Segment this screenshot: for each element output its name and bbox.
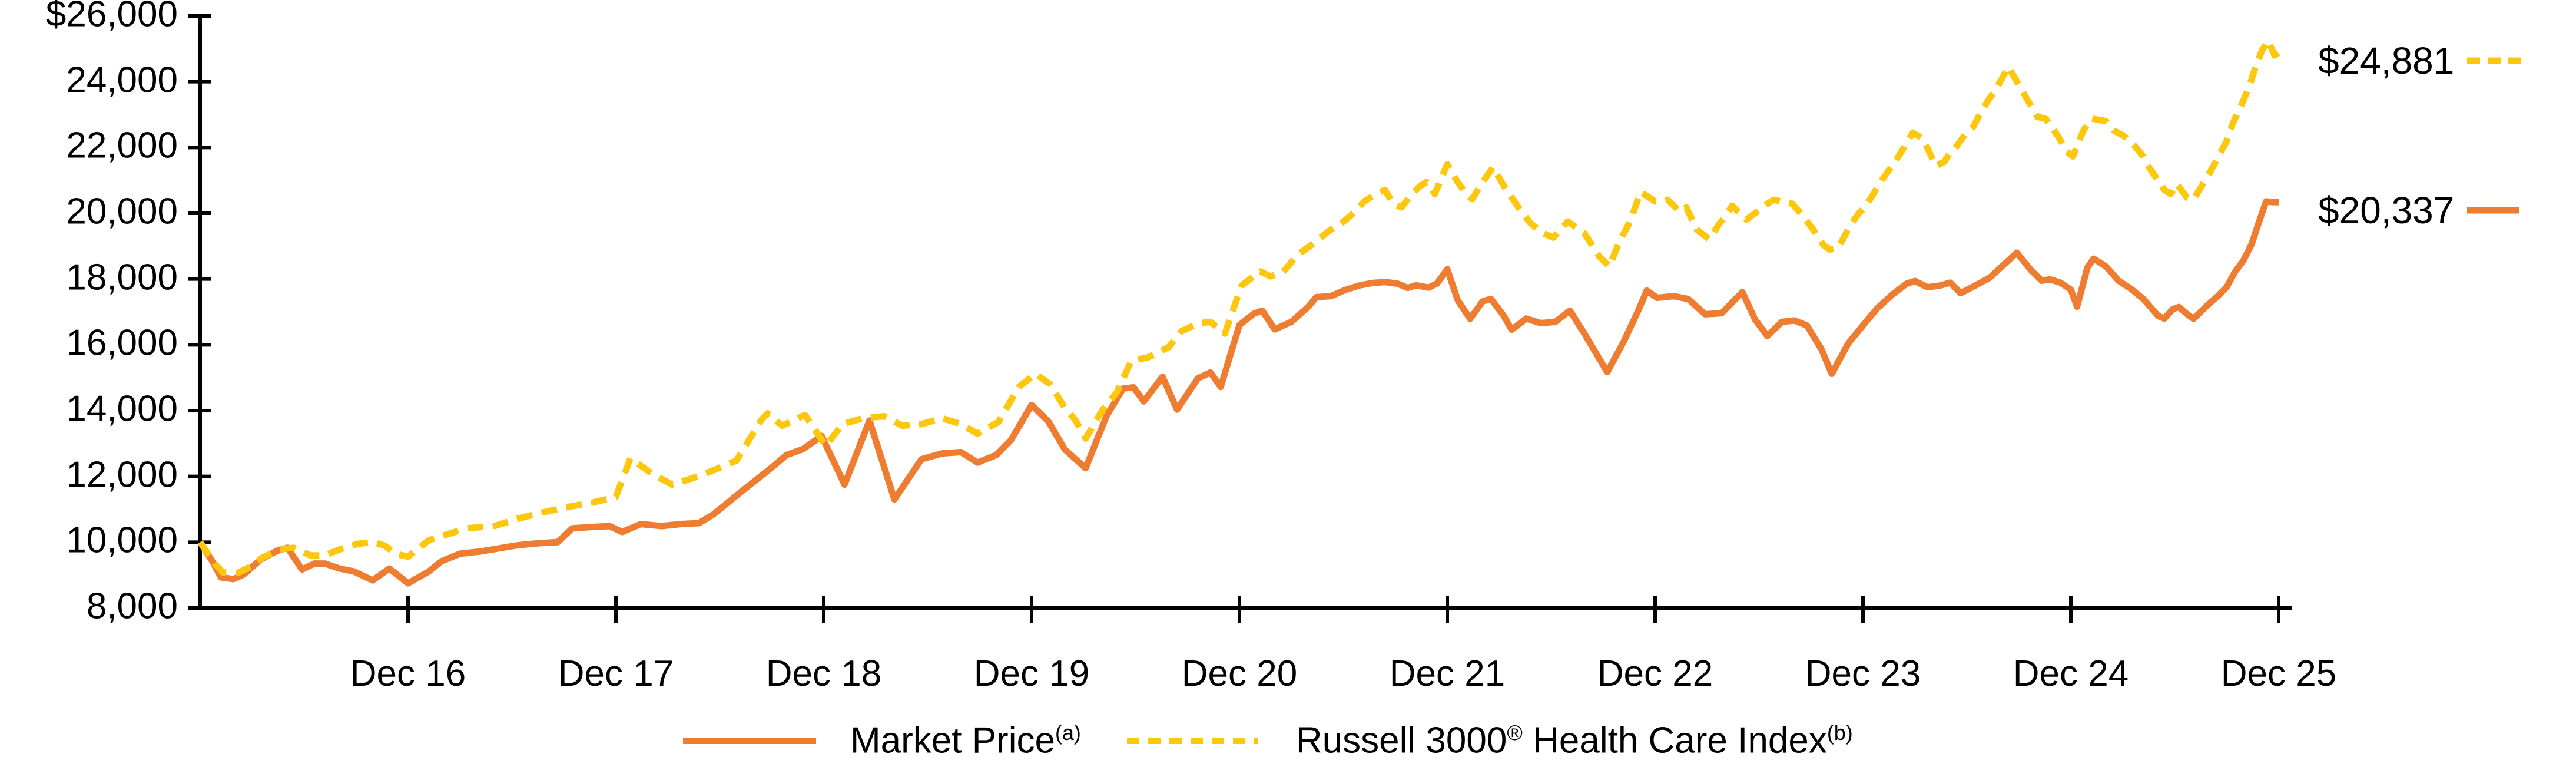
- legend-swatch-russell-dashed-icon: [1126, 737, 1258, 744]
- end-label-russell-index: $24,881: [2318, 39, 2522, 82]
- end-label-market-price: $20,337: [2318, 189, 2519, 232]
- axes: [188, 14, 2292, 623]
- legend: Market Price(a) Russell 3000® Health Car…: [683, 720, 1853, 762]
- y-tick-label: 16,000: [66, 322, 178, 363]
- x-tick-label: Dec 16: [350, 653, 466, 694]
- y-tick-label: 14,000: [66, 388, 178, 429]
- y-tick-label: 24,000: [66, 60, 178, 101]
- x-tick-label: Dec 25: [2220, 653, 2337, 694]
- y-tick-label: 20,000: [66, 191, 178, 232]
- series-line-russell-index: [197, 37, 2280, 577]
- legend-swatch-market-solid-icon: [683, 737, 816, 744]
- x-tick-label: Dec 24: [2013, 653, 2129, 694]
- y-tick-label: 10,000: [66, 520, 178, 561]
- x-tick-label: Dec 18: [765, 653, 882, 694]
- x-tick-label: Dec 23: [1805, 653, 1921, 694]
- y-tick-label: 18,000: [66, 257, 178, 298]
- y-tick-label: 8,000: [86, 586, 178, 627]
- y-tick-label: 22,000: [66, 125, 178, 166]
- end-label-market-value: $20,337: [2318, 189, 2455, 232]
- series-line-market-price: [197, 198, 2279, 587]
- y-tick-label: $26,000: [45, 0, 178, 35]
- x-tick-label: Dec 17: [558, 653, 674, 694]
- x-tick-label: Dec 20: [1181, 653, 1298, 694]
- x-tick-label: Dec 19: [973, 653, 1090, 694]
- y-tick-label: 12,000: [66, 454, 178, 495]
- end-swatch-market-solid-icon: [2467, 207, 2519, 214]
- end-swatch-russell-dashed-icon: [2467, 57, 2522, 64]
- legend-label-russell-index: Russell 3000® Health Care Index(b): [1295, 720, 1853, 761]
- legend-label-market-price: Market Price(a): [850, 720, 1081, 761]
- x-tick-label: Dec 21: [1389, 653, 1506, 694]
- end-label-russell-value: $24,881: [2318, 39, 2455, 82]
- x-tick-label: Dec 22: [1597, 653, 1713, 694]
- series-lines: [197, 37, 2280, 587]
